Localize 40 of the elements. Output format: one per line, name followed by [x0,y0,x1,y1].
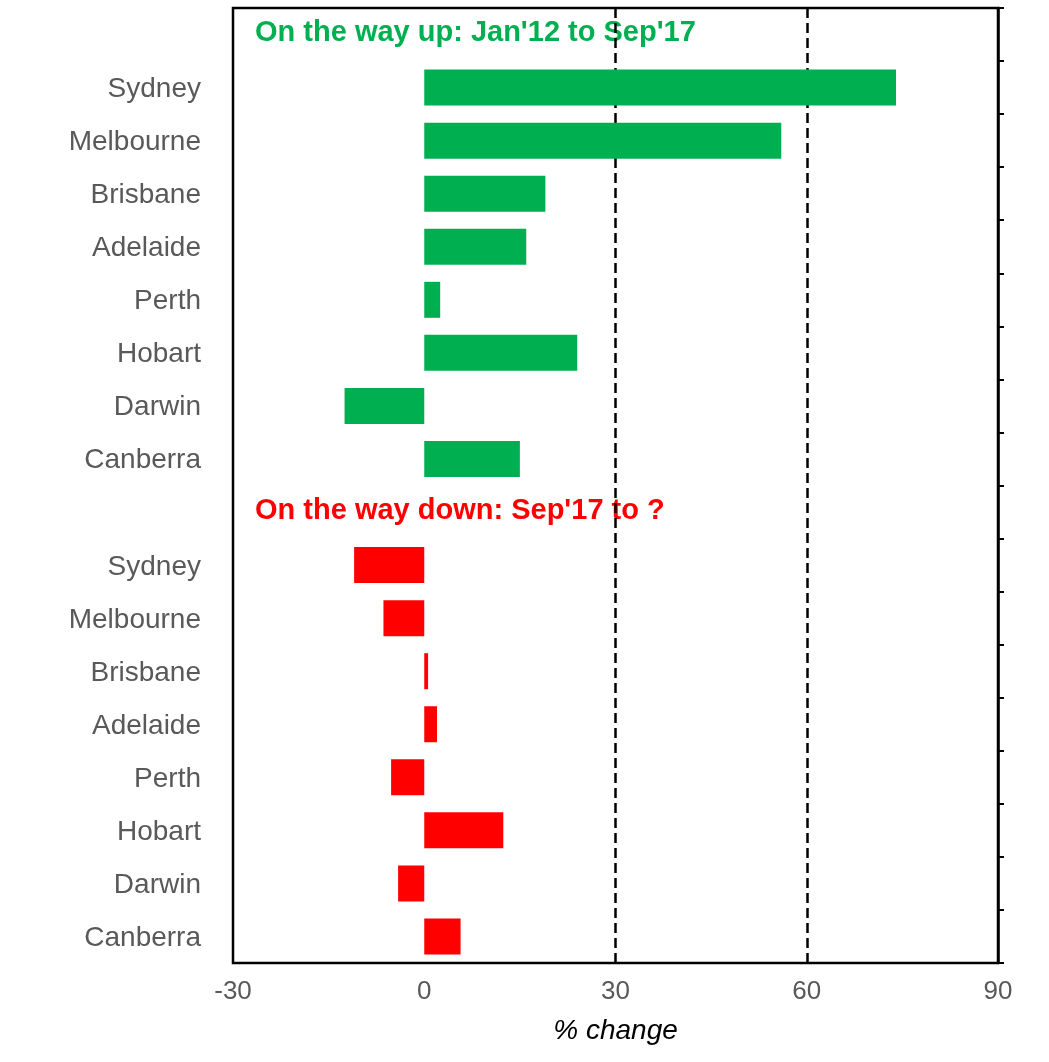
y-tick-label: Sydney [107,549,201,581]
y-tick-label: Hobart [116,814,202,846]
bar [424,69,896,106]
y-tick-label: Adelaide [92,231,201,263]
bar [424,334,578,371]
y-tick-label: Brisbane [90,655,201,687]
bar [424,812,504,849]
y-tick-label: Canberra [84,443,202,475]
y-tick-label: Perth [134,284,201,316]
y-tick-label: Brisbane [90,178,201,210]
x-tick-label: 30 [601,975,630,1005]
x-axis-title: % change [553,1013,678,1045]
series-label: On the way down: Sep'17 to ? [255,492,665,525]
x-tick-label: 60 [792,975,822,1005]
y-tick-label: Melbourne [68,602,201,634]
bar [424,653,429,690]
x-tick-label: -30 [214,975,252,1005]
x-tick-label: 90 [983,975,1013,1005]
y-tick-label: Canberra [84,920,202,952]
y-tick-label: Adelaide [92,708,201,740]
x-tick-label: 0 [417,975,432,1005]
y-tick-label: Darwin [113,867,201,899]
series-label: On the way up: Jan'12 to Sep'17 [255,15,696,48]
bar [424,918,461,955]
bar [424,281,441,318]
y-tick-label: Perth [134,761,201,793]
bar [383,600,425,637]
y-tick-label: Darwin [113,390,201,422]
bar [398,865,425,902]
bar [424,228,527,265]
bar [424,175,546,212]
bar [424,122,782,159]
bar [424,706,437,743]
bar [344,387,425,424]
bar [391,759,425,796]
y-tick-label: Sydney [107,72,201,104]
bar [424,440,520,477]
y-tick-label: Melbourne [68,125,201,157]
y-tick-label: Hobart [116,337,202,369]
bar [354,547,425,584]
